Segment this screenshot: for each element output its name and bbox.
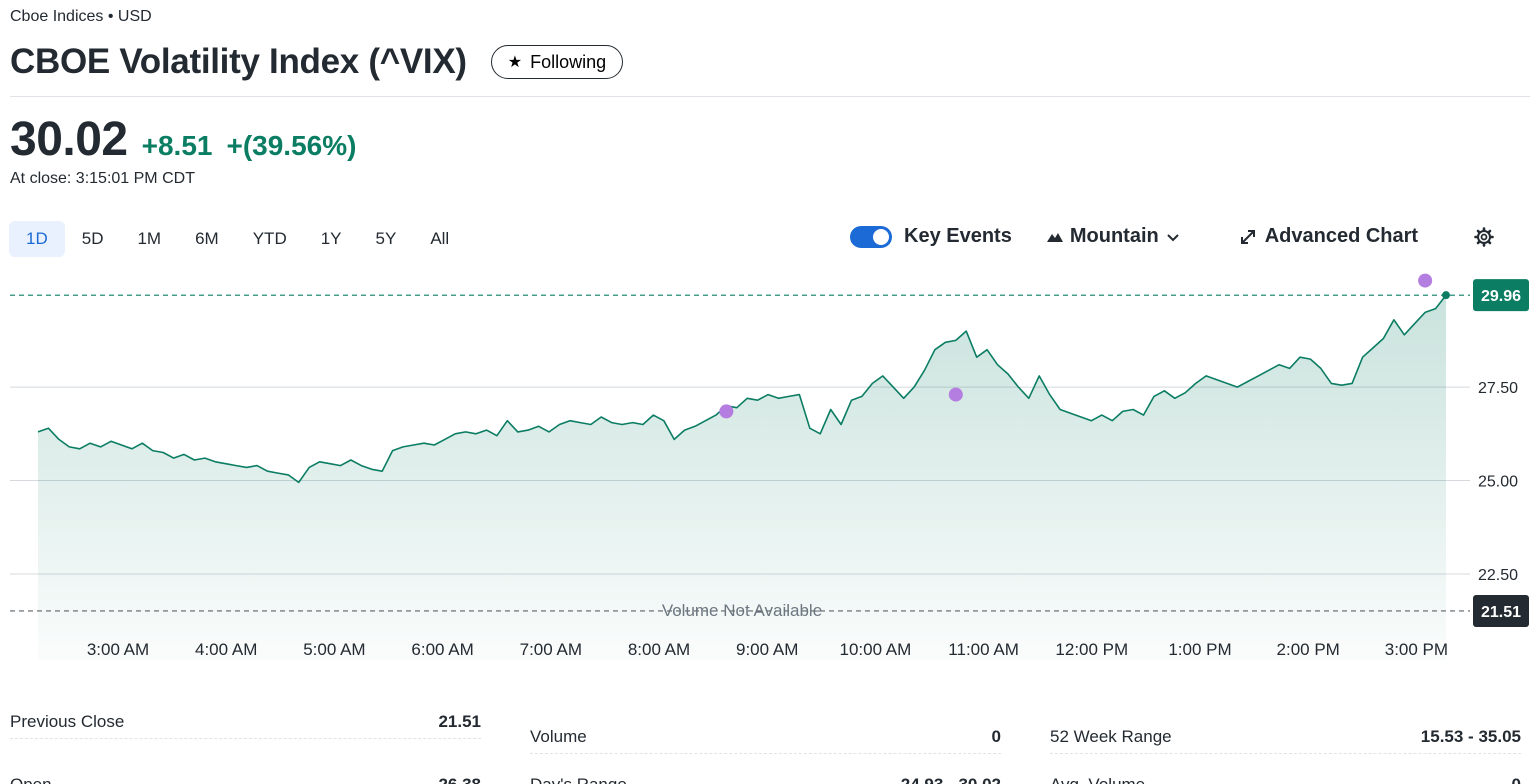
chart-controls: Key Events Mountain Advanced Chart bbox=[850, 225, 1494, 248]
range-tab-5d[interactable]: 5D bbox=[81, 229, 104, 248]
chart-type-label: Mountain bbox=[1069, 225, 1159, 247]
range-tab-ytd[interactable]: YTD bbox=[252, 229, 287, 248]
volume-note: Volume Not Available bbox=[662, 601, 822, 620]
expand-icon bbox=[1240, 229, 1255, 244]
stat-label: Open bbox=[10, 775, 52, 784]
quote-row: 30.02 +8.51 +(39.56%) bbox=[10, 112, 356, 167]
x-tick-label: 10:00 AM bbox=[839, 640, 911, 659]
stat-value: 15.53 - 35.05 bbox=[1420, 727, 1521, 746]
stat-label: Avg. Volume bbox=[1050, 775, 1145, 784]
toggle-knob bbox=[873, 228, 889, 245]
stat-value: 24.93 - 30.02 bbox=[901, 775, 1001, 784]
stat-row: Open 26.38 bbox=[10, 769, 481, 784]
key-events-label: Key Events bbox=[904, 225, 1012, 247]
x-tick-label: 2:00 PM bbox=[1277, 640, 1340, 659]
stat-value: 21.51 bbox=[438, 712, 481, 731]
x-tick-label: 11:00 AM bbox=[948, 640, 1019, 659]
x-tick-label: 3:00 PM bbox=[1385, 640, 1448, 659]
price-change-percent: +(39.56%) bbox=[226, 130, 357, 161]
range-tab-1d[interactable]: 1D bbox=[9, 221, 65, 257]
breadcrumb: Cboe Indices • USD bbox=[10, 8, 152, 25]
y-tick-label: 27.50 bbox=[1478, 380, 1518, 397]
stat-value: 0 bbox=[991, 727, 1001, 746]
stat-label: 52 Week Range bbox=[1050, 727, 1172, 746]
x-tick-label: 1:00 PM bbox=[1168, 640, 1231, 659]
y-tick-label: 22.50 bbox=[1478, 567, 1518, 584]
stat-row: Volume 0 bbox=[530, 721, 1001, 754]
last-price-dot bbox=[1442, 291, 1450, 300]
settings-button[interactable] bbox=[1474, 226, 1494, 247]
x-tick-label: 3:00 AM bbox=[87, 640, 149, 659]
chevron-down-icon bbox=[1167, 229, 1179, 245]
stat-value: 0 bbox=[1512, 775, 1521, 784]
x-tick-label: 5:00 AM bbox=[303, 640, 365, 659]
price-line bbox=[37, 294, 1447, 484]
x-tick-label: 7:00 AM bbox=[520, 640, 582, 659]
range-tab-5y[interactable]: 5Y bbox=[375, 229, 397, 248]
key-event-marker bbox=[948, 387, 963, 402]
gear-icon bbox=[1474, 226, 1494, 247]
title-row: CBOE Volatility Index (^VIX) ★ Following bbox=[10, 42, 624, 82]
chart-type-dropdown[interactable]: Mountain bbox=[1046, 225, 1179, 248]
stat-value: 26.38 bbox=[438, 775, 481, 784]
x-tick-label: 9:00 AM bbox=[736, 640, 798, 659]
mountain-icon bbox=[1046, 232, 1063, 242]
header-divider bbox=[10, 96, 1530, 97]
key-event-marker bbox=[719, 404, 734, 419]
following-label: Following bbox=[530, 51, 607, 72]
star-icon: ★ bbox=[507, 54, 523, 71]
close-time: At close: 3:15:01 PM CDT bbox=[10, 170, 195, 187]
stat-row: Day's Range 24.93 - 30.02 bbox=[530, 769, 1001, 784]
x-tick-label: 8:00 AM bbox=[628, 640, 690, 659]
range-tab-all[interactable]: All bbox=[430, 229, 450, 248]
price-area-fill bbox=[38, 295, 1446, 660]
stat-label: Previous Close bbox=[10, 712, 125, 731]
previous-close-label: 21.51 bbox=[1481, 604, 1521, 621]
key-event-marker bbox=[1418, 273, 1433, 288]
price-chart[interactable]: 22.50 25.00 27.50 29.96 21.51 Volume Not Avai… bbox=[0, 270, 1530, 670]
stat-label: Volume bbox=[530, 727, 587, 746]
advanced-chart-label: Advanced Chart bbox=[1264, 225, 1419, 247]
following-button[interactable]: ★ Following bbox=[490, 45, 624, 79]
current-price: 30.02 bbox=[10, 113, 128, 166]
stat-row: 52 Week Range 15.53 - 35.05 bbox=[1050, 721, 1521, 754]
price-change: +8.51 bbox=[141, 130, 213, 161]
range-tab-1m[interactable]: 1M bbox=[137, 229, 162, 248]
quote-stats: Previous Close 21.51 Volume 0 52 Week Range 1… bbox=[10, 706, 1522, 784]
advanced-chart-button[interactable]: Advanced Chart bbox=[1239, 225, 1418, 248]
previous-close-badge bbox=[1473, 594, 1529, 627]
x-tick-label: 12:00 PM bbox=[1055, 640, 1128, 659]
x-tick-label: 4:00 AM bbox=[195, 640, 257, 659]
stat-row: Previous Close 21.51 bbox=[10, 706, 481, 739]
last-price-badge bbox=[1473, 279, 1529, 312]
range-tabs: 1D 5D 1M 6M YTD 1Y 5Y All bbox=[9, 221, 466, 257]
last-price-label: 29.96 bbox=[1481, 288, 1521, 305]
key-events-toggle[interactable] bbox=[850, 225, 892, 248]
y-tick-label: 25.00 bbox=[1478, 474, 1518, 491]
range-tab-6m[interactable]: 6M bbox=[195, 229, 219, 248]
stat-label: Day's Range bbox=[530, 775, 627, 784]
page-title: CBOE Volatility Index (^VIX) bbox=[10, 42, 467, 81]
stat-row: Avg. Volume 0 bbox=[1050, 769, 1521, 784]
range-tab-1y[interactable]: 1Y bbox=[320, 229, 342, 248]
x-tick-label: 6:00 AM bbox=[411, 640, 473, 659]
